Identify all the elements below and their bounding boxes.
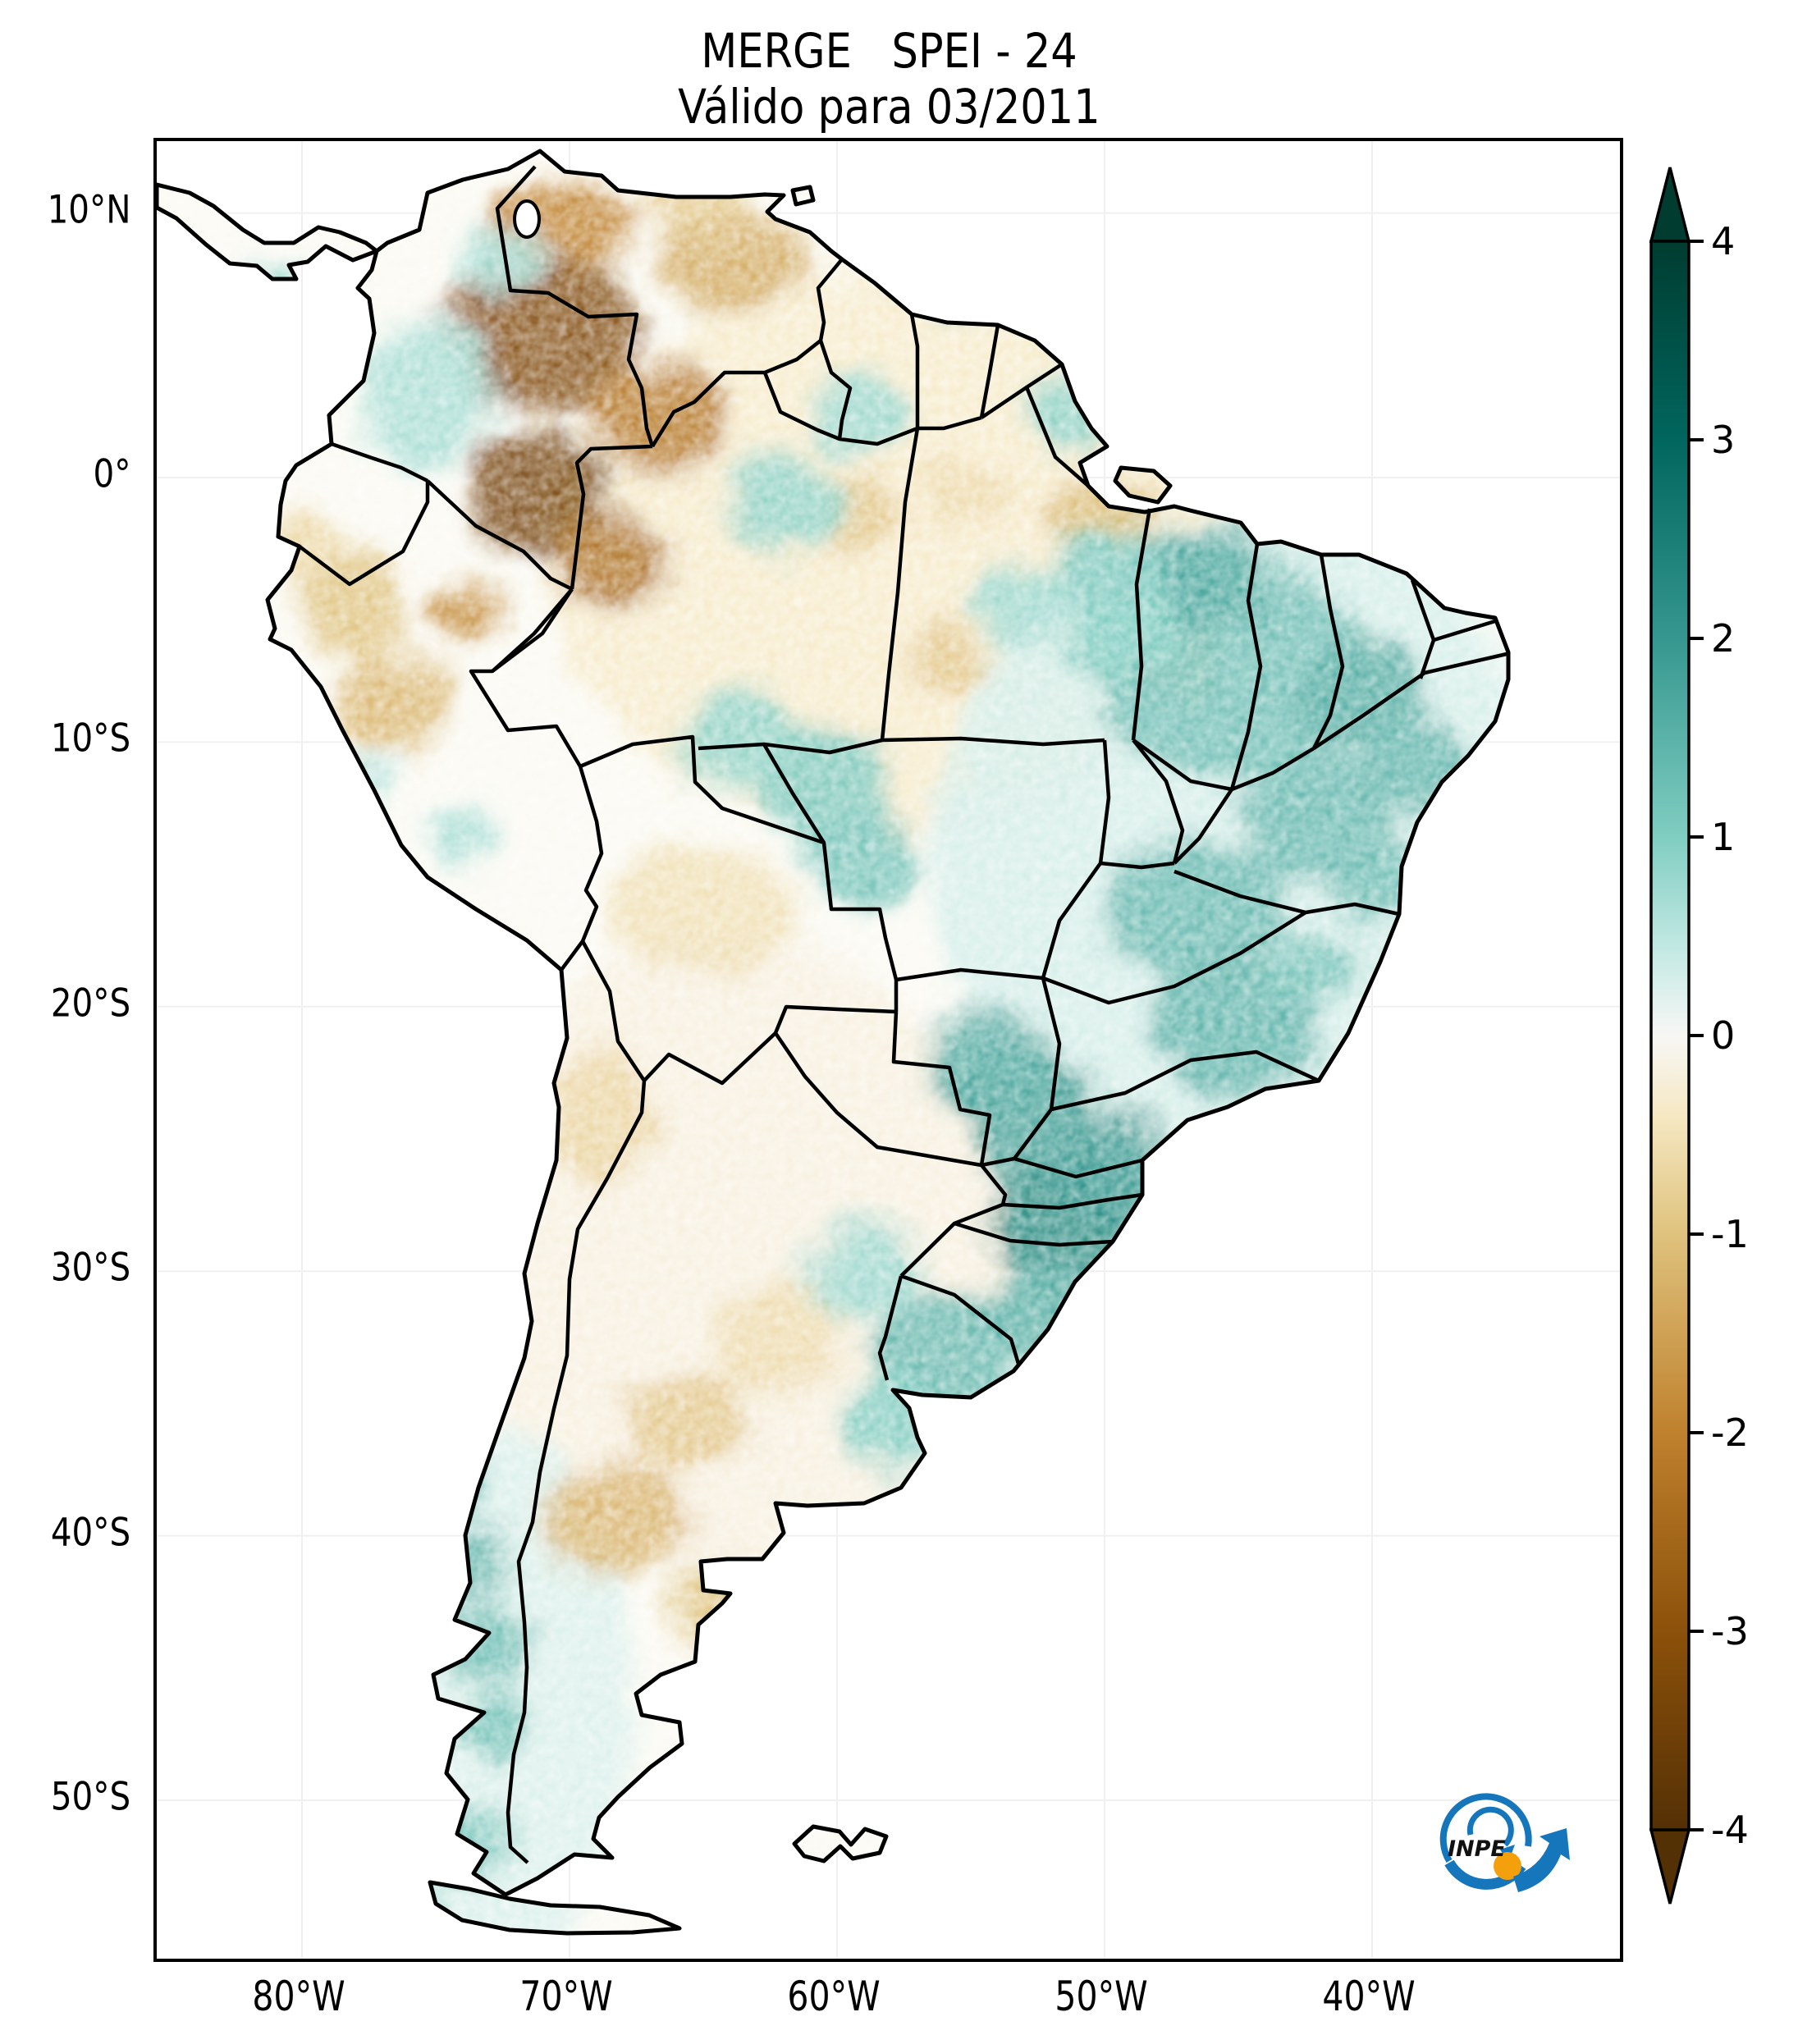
lon-tick-label: 70°W [519,1973,613,2020]
drought-anomaly-blob [854,180,945,226]
colorbar: 4 3 2 1 0 -1 -2 -3 -4 [1645,164,1798,1920]
lat-tick-label: 10°S [50,716,130,761]
chart-subtitle: Válido para 03/2011 [153,67,1617,130]
logo-text: INPE [1448,1836,1506,1862]
lat-tick-label: 30°S [50,1245,130,1291]
lon-tick-label: 60°W [787,1973,881,2020]
colorbar-ticks: 4 3 2 1 0 -1 -2 -3 -4 [1689,219,1749,1852]
lon-tick-label: 50°W [1055,1973,1148,2020]
colorbar-gradient-bar [1649,240,1690,1831]
wet-anomaly-blob [393,1442,483,1516]
colorbar-tick-label: 0 [1711,1013,1735,1058]
colorbar-tick-label: 4 [1711,219,1735,263]
chart-subtitle-text: Válido para 03/2011 [678,79,1100,135]
drought-anomaly-blob [1494,758,1508,807]
wet-anomaly-blob [1109,307,1240,402]
logo-swirl-inner [1466,1806,1514,1847]
south-america-map [157,141,1620,1959]
logo-orange-sphere [1494,1852,1521,1880]
logo-arrow-up [1513,1828,1570,1892]
lat-tick-label: 50°S [50,1774,130,1820]
colorbar-tick-label: -1 [1711,1212,1749,1256]
lat-tick-label: 0° [93,451,130,497]
colorbar-tick-label: 3 [1711,418,1735,462]
wet-anomaly-blob [366,1885,440,1933]
colorbar-tick-label: 2 [1711,616,1735,661]
colorbar-tick-label: -4 [1711,1808,1749,1852]
drought-anomaly-blob [1456,887,1505,930]
lat-tick-label: 20°S [50,981,130,1027]
colorbar-lower-arrow [1649,1828,1691,1905]
colorbar-svg: 4 3 2 1 0 -1 -2 -3 -4 [1649,167,1749,1905]
colorbar-tick-label: -3 [1711,1609,1749,1653]
lon-tick-label: 80°W [252,1973,345,2020]
lat-tick-label: 10°N [47,187,130,233]
wet-anomaly-blob [895,233,1027,312]
colorbar-tick-label: -2 [1711,1411,1749,1455]
state-borders [491,372,1507,1247]
inpe-logo: INPE [1436,1787,1584,1898]
map-plot-area [153,138,1623,1962]
lake-maracaibo [513,199,541,239]
colorbar-upper-arrow [1649,167,1691,243]
lon-tick-label: 40°W [1322,1973,1416,2020]
chart-title: MERGE SPEI - 24 [153,11,1617,75]
lat-tick-label: 40°S [50,1510,130,1556]
wet-anomaly-blob [356,1193,414,1242]
inpe-logo-graphic: INPE [1439,1793,1570,1892]
field-noise-texture [157,151,1508,1933]
chart-title-text: MERGE SPEI - 24 [701,23,1077,79]
logo-swirl-outer [1439,1793,1532,1863]
colorbar-tick-label: 1 [1711,815,1735,859]
